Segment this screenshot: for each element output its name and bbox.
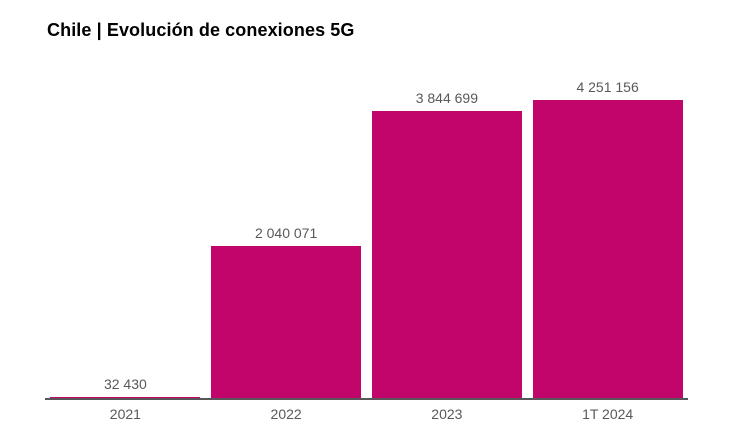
bar-group-2023: 3 844 699 xyxy=(367,80,528,399)
bar-value-label: 32 430 xyxy=(103,375,147,392)
bar-2022 xyxy=(211,245,362,399)
plot-area: 32 430 2 040 071 3 844 699 4 251 156 xyxy=(45,80,688,399)
x-tick-2023: 2023 xyxy=(431,406,463,422)
x-axis-line xyxy=(45,398,688,400)
bar-group-2021: 32 430 xyxy=(45,80,206,399)
x-axis-labels: 2021 2022 2023 1T 2024 xyxy=(45,407,688,421)
bar-group-2022: 2 040 071 xyxy=(206,80,367,399)
bar-value-label: 3 844 699 xyxy=(415,89,479,106)
x-tick-1t-2024: 1T 2024 xyxy=(582,406,634,422)
bar-2023 xyxy=(371,110,522,399)
x-tick-2022: 2022 xyxy=(270,406,302,422)
x-tick-2021: 2021 xyxy=(109,406,141,422)
bar-value-label: 4 251 156 xyxy=(576,79,639,95)
bar-2021 xyxy=(50,396,201,399)
chart-title: Chile | Evolución de conexiones 5G xyxy=(47,20,355,40)
bar-value-label: 2 040 071 xyxy=(254,224,318,241)
bar-group-1t-2024: 4 251 156 xyxy=(527,80,688,399)
bar-1t-2024 xyxy=(532,100,683,399)
